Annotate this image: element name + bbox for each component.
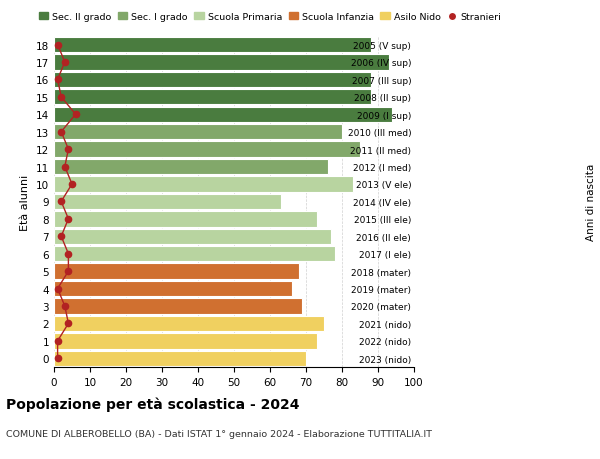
Bar [54,212,317,227]
Text: COMUNE DI ALBEROBELLO (BA) - Dati ISTAT 1° gennaio 2024 - Elaborazione TUTTITALI: COMUNE DI ALBEROBELLO (BA) - Dati ISTAT … [6,429,432,438]
Bar [54,281,292,297]
Bar [54,125,342,140]
Bar [54,90,371,105]
Y-axis label: Età alunni: Età alunni [20,174,31,230]
Bar [54,229,331,244]
Text: Popolazione per età scolastica - 2024: Popolazione per età scolastica - 2024 [6,397,299,412]
Bar [54,73,371,88]
Bar [54,351,306,366]
Bar [54,246,335,262]
Bar [54,55,389,71]
Text: Anni di nascita: Anni di nascita [586,163,596,241]
Legend: Sec. II grado, Sec. I grado, Scuola Primaria, Scuola Infanzia, Asilo Nido, Stran: Sec. II grado, Sec. I grado, Scuola Prim… [35,9,505,26]
Bar [54,107,392,123]
Bar [54,316,324,331]
Bar [54,264,299,279]
Bar [54,160,328,175]
Bar [54,177,353,192]
Bar [54,299,302,314]
Bar [54,142,360,157]
Bar [54,194,281,210]
Bar [54,38,371,53]
Bar [54,333,317,349]
